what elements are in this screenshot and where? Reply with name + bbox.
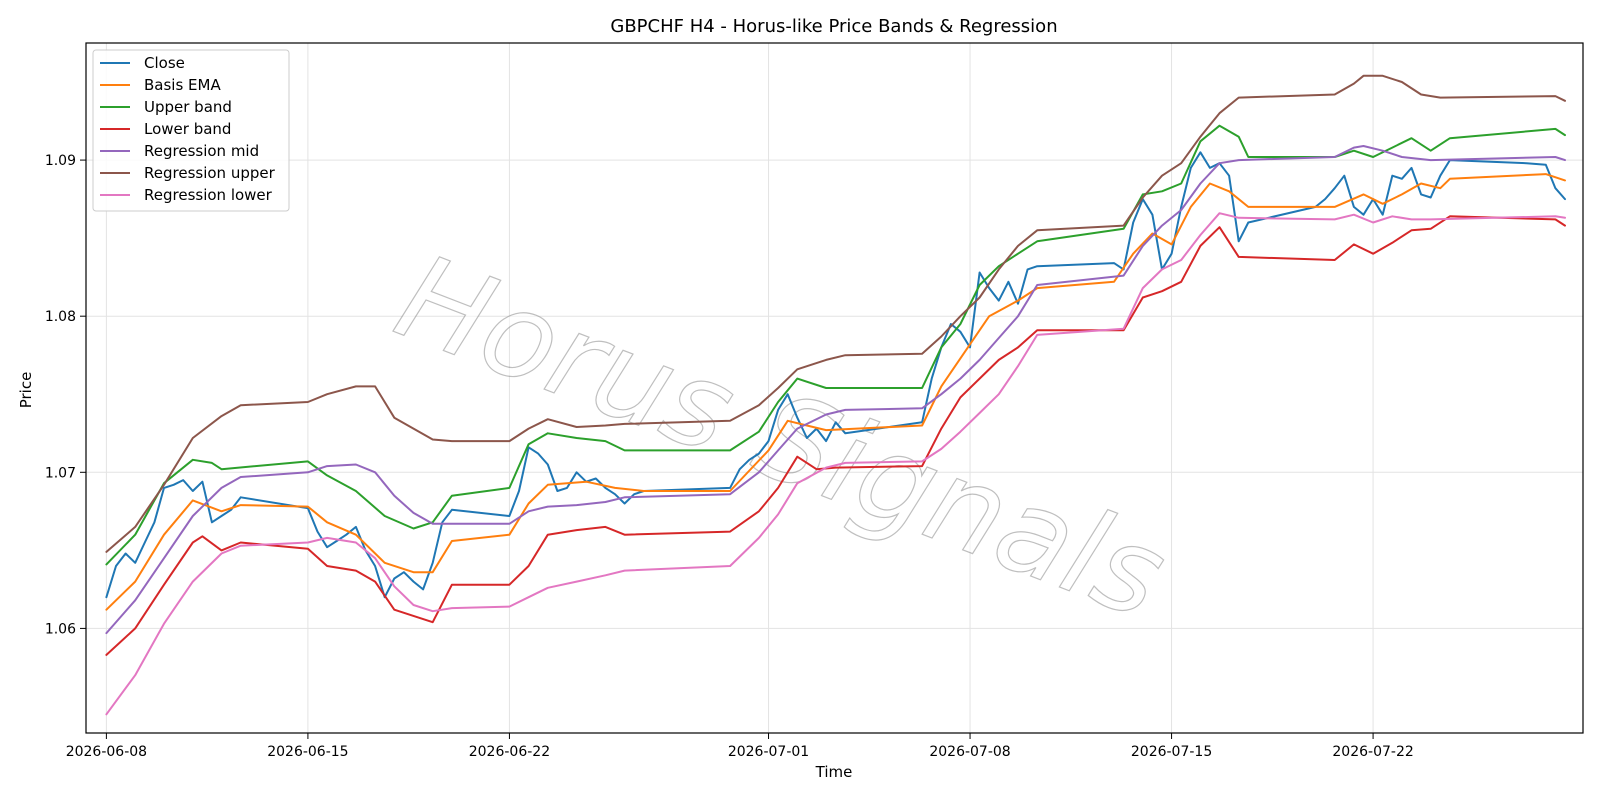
y-tick-label: 1.07 xyxy=(45,465,76,481)
legend-label: Upper band xyxy=(144,98,232,116)
plot-frame xyxy=(85,42,1584,734)
chart-title: GBPCHF H4 - Horus-like Price Bands & Reg… xyxy=(610,16,1057,37)
x-axis-label: Time xyxy=(815,763,853,781)
legend-label: Regression upper xyxy=(144,164,276,182)
x-tick-label: 2026-06-15 xyxy=(267,744,348,760)
y-axis-ticks: 1.06 1.07 1.08 1.09 xyxy=(45,153,86,637)
legend-label: Basis EMA xyxy=(144,76,221,94)
legend-box xyxy=(92,49,290,212)
y-tick-label: 1.06 xyxy=(45,621,76,637)
x-tick-label: 2026-07-22 xyxy=(1332,744,1413,760)
series-line-regression-upper xyxy=(105,74,1566,553)
series-lines xyxy=(105,74,1566,716)
series-line-close xyxy=(105,151,1566,599)
y-tick-label: 1.08 xyxy=(45,309,76,325)
legend-label: Regression lower xyxy=(144,186,273,204)
x-tick-label: 2026-06-22 xyxy=(469,744,550,760)
x-tick-label: 2026-07-01 xyxy=(728,744,809,760)
grid xyxy=(86,43,1583,733)
y-axis-label: Price xyxy=(17,372,35,409)
series-line-regression-mid xyxy=(105,145,1566,635)
series-line-basis-ema xyxy=(105,173,1566,611)
legend: Close Basis EMA Upper band Lower band Regres… xyxy=(92,49,290,212)
legend-label: Lower band xyxy=(144,120,231,138)
legend-label: Regression mid xyxy=(144,142,259,160)
series-line-regression-lower xyxy=(105,212,1566,716)
x-axis-ticks: 2026-06-08 2026-06-15 2026-06-22 2026-07-01… xyxy=(66,733,1414,760)
series-line-lower-band xyxy=(105,215,1566,656)
x-tick-label: 2026-06-08 xyxy=(66,744,147,760)
x-tick-label: 2026-07-15 xyxy=(1131,744,1212,760)
x-tick-label: 2026-07-08 xyxy=(929,744,1010,760)
legend-label: Close xyxy=(144,54,185,72)
y-tick-label: 1.09 xyxy=(45,153,76,169)
